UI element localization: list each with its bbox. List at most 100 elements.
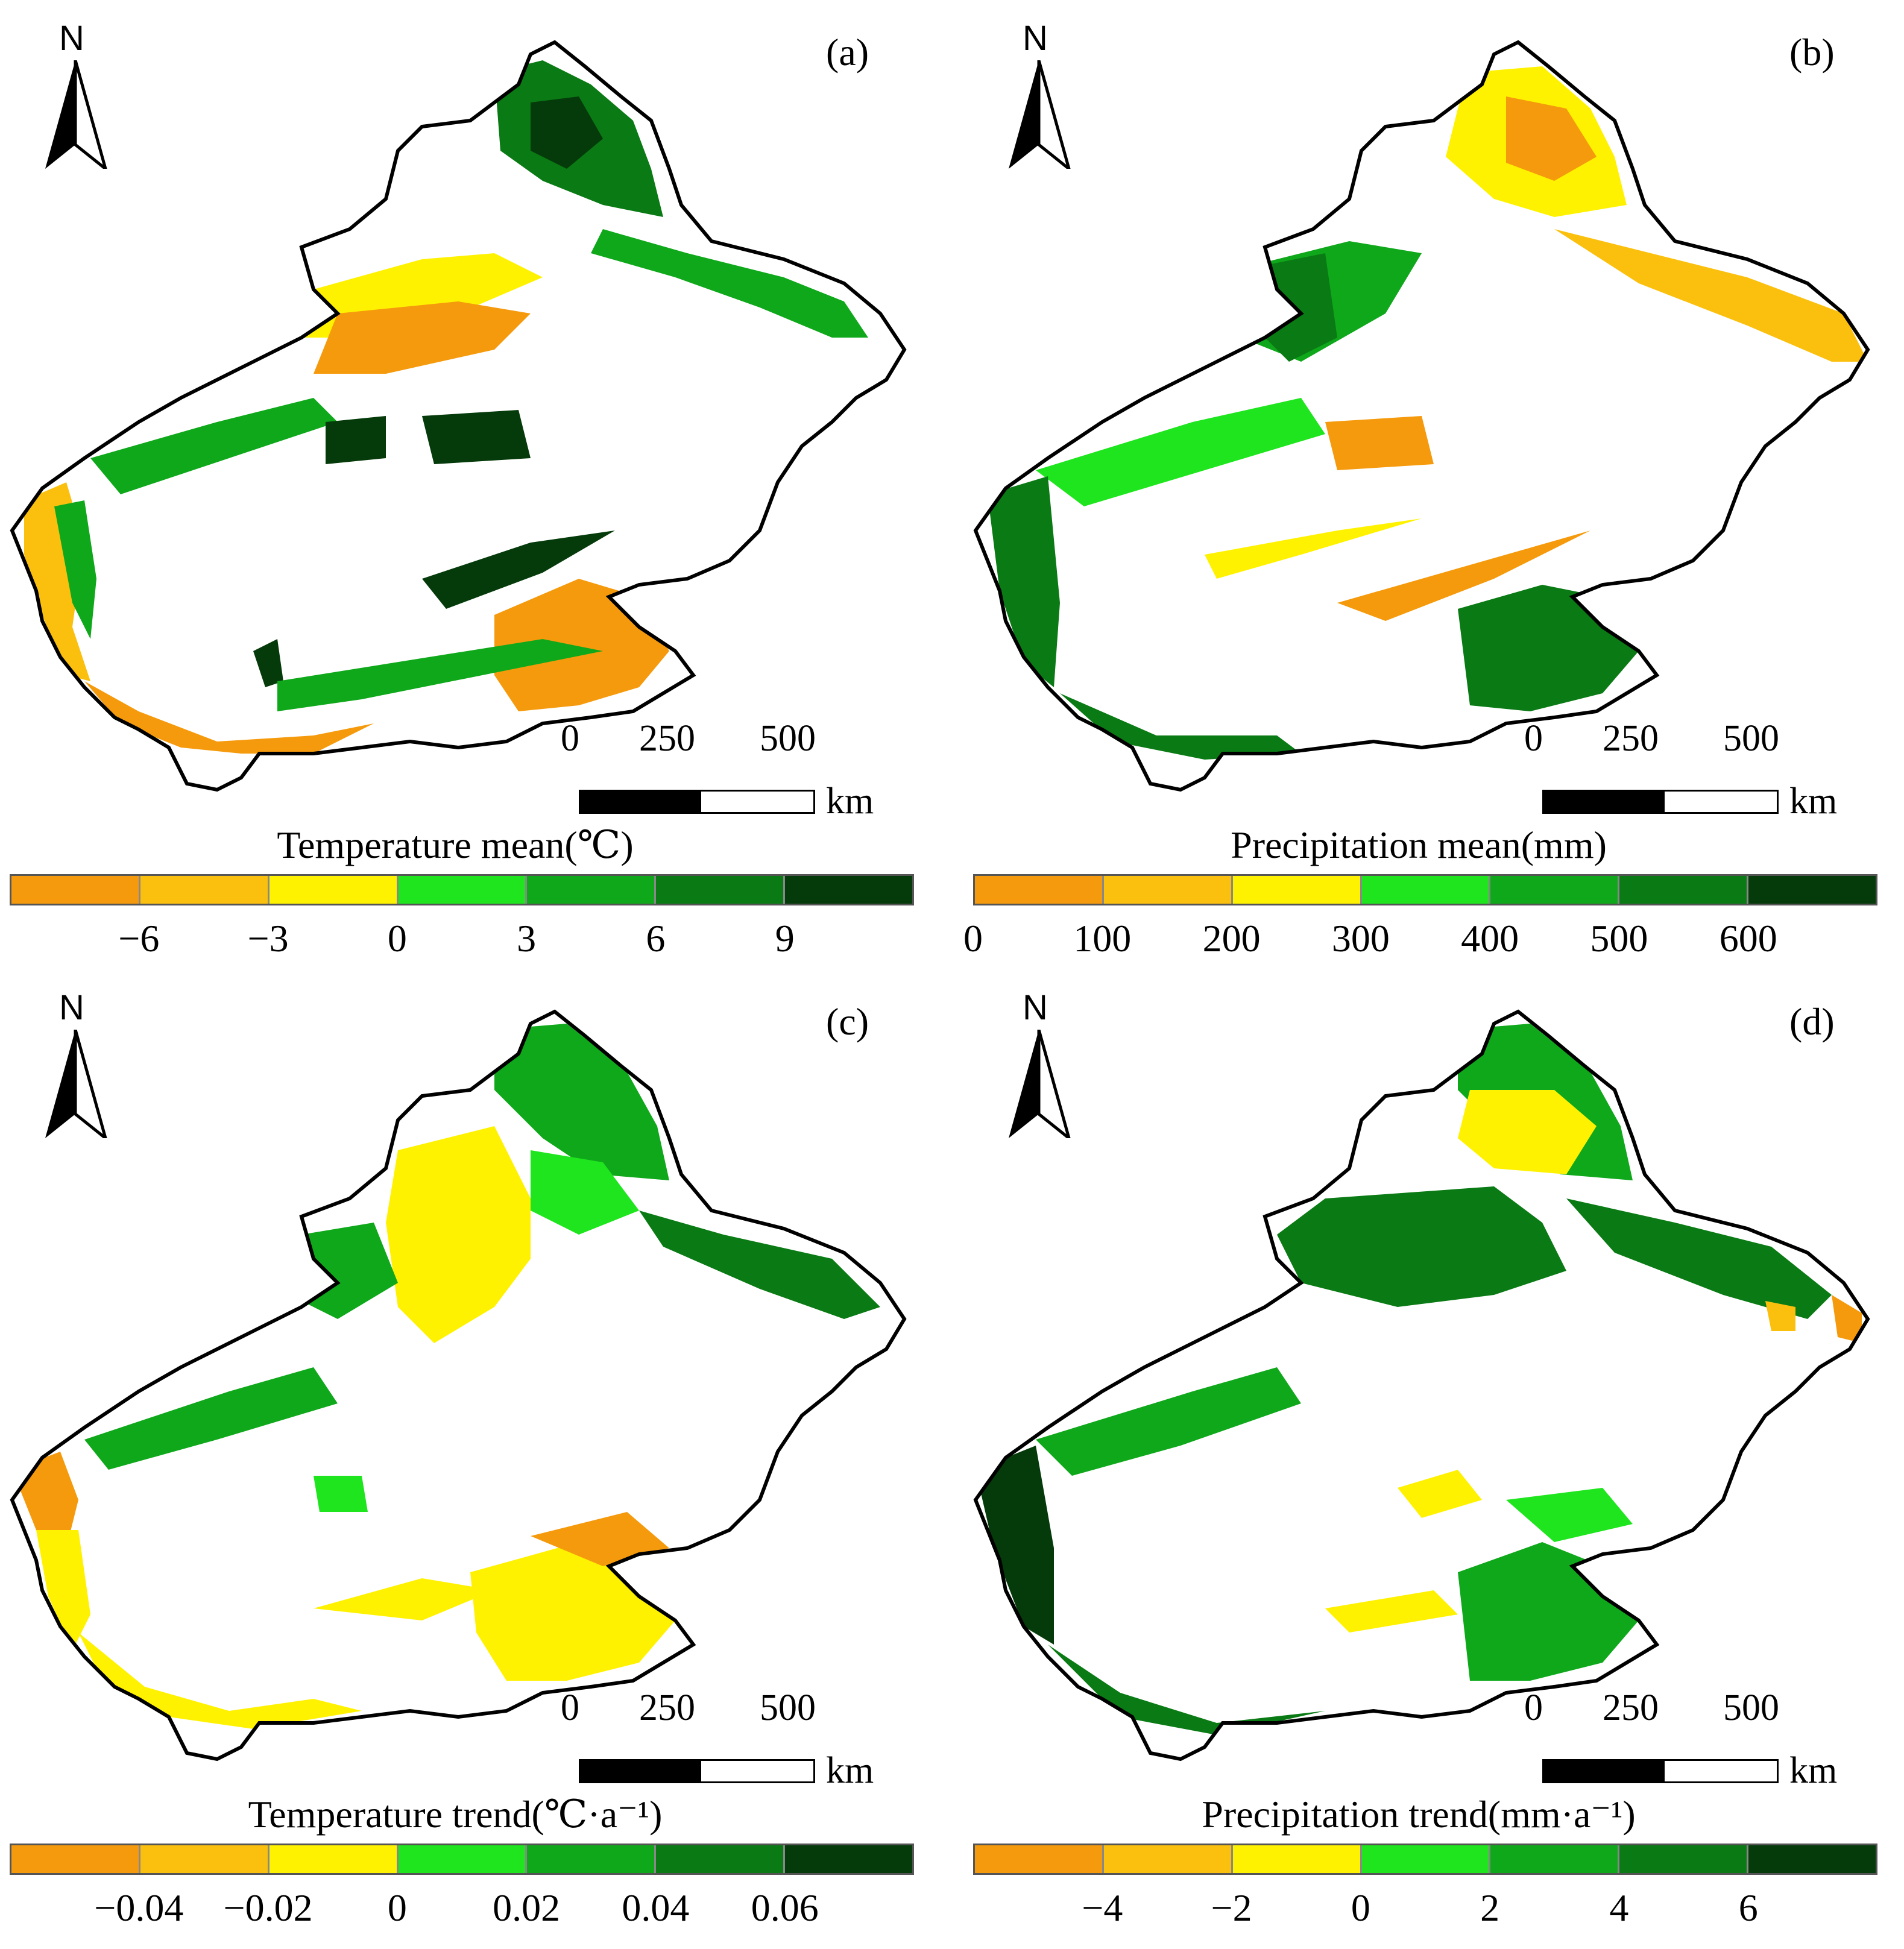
value-zone: [1277, 1186, 1566, 1307]
legend-swatch: [1361, 1845, 1491, 1873]
legend-swatch: [1103, 1845, 1233, 1873]
legend-colorbar: [973, 874, 1877, 905]
value-zone: [277, 639, 603, 711]
value-zone: [531, 96, 603, 169]
panel-letter: (a): [826, 31, 869, 74]
legend-tick-label: 100: [1073, 917, 1132, 960]
value-zone: [1458, 1090, 1597, 1174]
value-zone: [976, 1446, 1054, 1645]
scale-bar-black: [579, 790, 699, 814]
value-zone: [84, 681, 374, 754]
north-arrow-icon: [45, 60, 107, 169]
north-arrow-icon: [45, 1030, 107, 1138]
north-label: N: [1023, 19, 1048, 58]
north-label: N: [1023, 988, 1048, 1027]
legend-colorbar: [973, 1844, 1877, 1875]
scale-unit: km: [1789, 781, 1838, 822]
legend-swatch: [527, 876, 657, 904]
value-zone: [386, 1126, 531, 1343]
value-zone: [1506, 1488, 1633, 1542]
scale-bar-white: [1663, 1759, 1779, 1783]
legend-title: Precipitation mean(mm): [1231, 823, 1607, 866]
legend-swatch: [656, 1845, 786, 1873]
legend-tick-label: 400: [1461, 917, 1519, 960]
value-zone: [1036, 1367, 1301, 1476]
north-label: N: [59, 988, 84, 1027]
scale-tick-label: 0: [1524, 718, 1543, 759]
value-zone: [422, 531, 615, 609]
region-boundary: [10, 1009, 907, 1762]
map-panel-d: (d) N 0 250 500 km Precipitation trend(mm·a⁻¹)…: [963, 969, 1886, 1929]
map-panel-c: (c) N 0 250 500 km Temperature trend(℃·a⁻¹) −0.…: [0, 969, 922, 1929]
value-zone: [90, 398, 338, 494]
legend-swatch: [11, 1845, 140, 1873]
legend-tick-label: 4: [1609, 1886, 1629, 1929]
value-zone: [1398, 1470, 1482, 1518]
legend-swatch: [11, 876, 140, 904]
scale-tick-label: 500: [760, 718, 816, 759]
legend-colorbar: [10, 1844, 914, 1875]
value-zone: [1506, 96, 1597, 181]
value-zone: [314, 1578, 494, 1620]
value-zone: [494, 1024, 669, 1180]
value-zone: [84, 1367, 338, 1470]
legend-tick-label: 500: [1590, 917, 1648, 960]
scale-tick-label: 250: [1603, 718, 1659, 759]
value-zone: [314, 1476, 368, 1512]
value-zone: [1036, 398, 1325, 506]
value-zone: [1325, 416, 1434, 470]
legend-title: Temperature mean(℃): [277, 823, 634, 866]
legend-tick-label: 0: [387, 917, 407, 960]
legend-tick-label: −3: [247, 917, 289, 960]
legend-tick-label: −4: [1082, 1886, 1123, 1929]
legend-tick-label: 0.06: [751, 1886, 819, 1929]
legend-swatch: [1490, 1845, 1620, 1873]
north-label: N: [59, 19, 84, 58]
region-boundary: [973, 40, 1870, 792]
region-boundary: [973, 1009, 1870, 1762]
legend-tick-label: −0.04: [94, 1886, 184, 1929]
legend-swatch: [398, 876, 528, 904]
legend-swatch: [1232, 876, 1362, 904]
legend-swatch: [656, 876, 786, 904]
north-arrow: N: [42, 19, 115, 169]
value-zone: [54, 500, 96, 639]
legend-swatch: [269, 1845, 399, 1873]
value-zone: [1205, 518, 1422, 579]
legend-swatch: [975, 1845, 1104, 1873]
map-panel-a: (a) N 0 250 500 km Temperature mean(℃) −6 −3 0 3 6 9: [0, 0, 922, 960]
value-zone: [988, 476, 1060, 687]
scale-tick-label: 500: [1723, 1687, 1779, 1728]
scale-bar-black: [1542, 790, 1663, 814]
scale-tick-label: 0: [561, 1687, 579, 1728]
value-zone: [326, 416, 386, 464]
legend-swatch: [1361, 876, 1491, 904]
legend-swatch: [975, 876, 1104, 904]
value-zone: [1554, 229, 1868, 362]
scale-bar-black: [1542, 1759, 1663, 1783]
region-map: [10, 1009, 907, 1762]
value-zone: [36, 1530, 90, 1651]
scale-tick-label: 500: [1723, 718, 1779, 759]
scale-tick-label: 0: [1524, 1687, 1543, 1728]
legend-swatch: [1748, 1845, 1876, 1873]
legend-colorbar: [10, 874, 914, 905]
region-map: [973, 40, 1870, 792]
value-zone: [639, 1211, 880, 1319]
legend-swatch: [1748, 876, 1876, 904]
value-zone: [1566, 1198, 1832, 1319]
panel-letter: (d): [1789, 1000, 1835, 1043]
legend-swatch: [1490, 876, 1620, 904]
scale-tick-label: 250: [639, 718, 695, 759]
scale-unit: km: [826, 781, 874, 822]
legend-tick-label: −2: [1211, 1886, 1252, 1929]
map-panel-b: (b) N 0 250 500 km Precipitation mean(mm) 0 100 2…: [963, 0, 1886, 960]
legend-swatch: [398, 1845, 528, 1873]
legend-swatch: [1619, 876, 1749, 904]
scale-tick-label: 0: [561, 718, 579, 759]
north-arrow: N: [1006, 19, 1078, 169]
legend-tick-label: 6: [1738, 1886, 1758, 1929]
legend-swatch: [140, 1845, 270, 1873]
legend-swatch: [785, 1845, 913, 1873]
scale-bar-black: [579, 1759, 699, 1783]
